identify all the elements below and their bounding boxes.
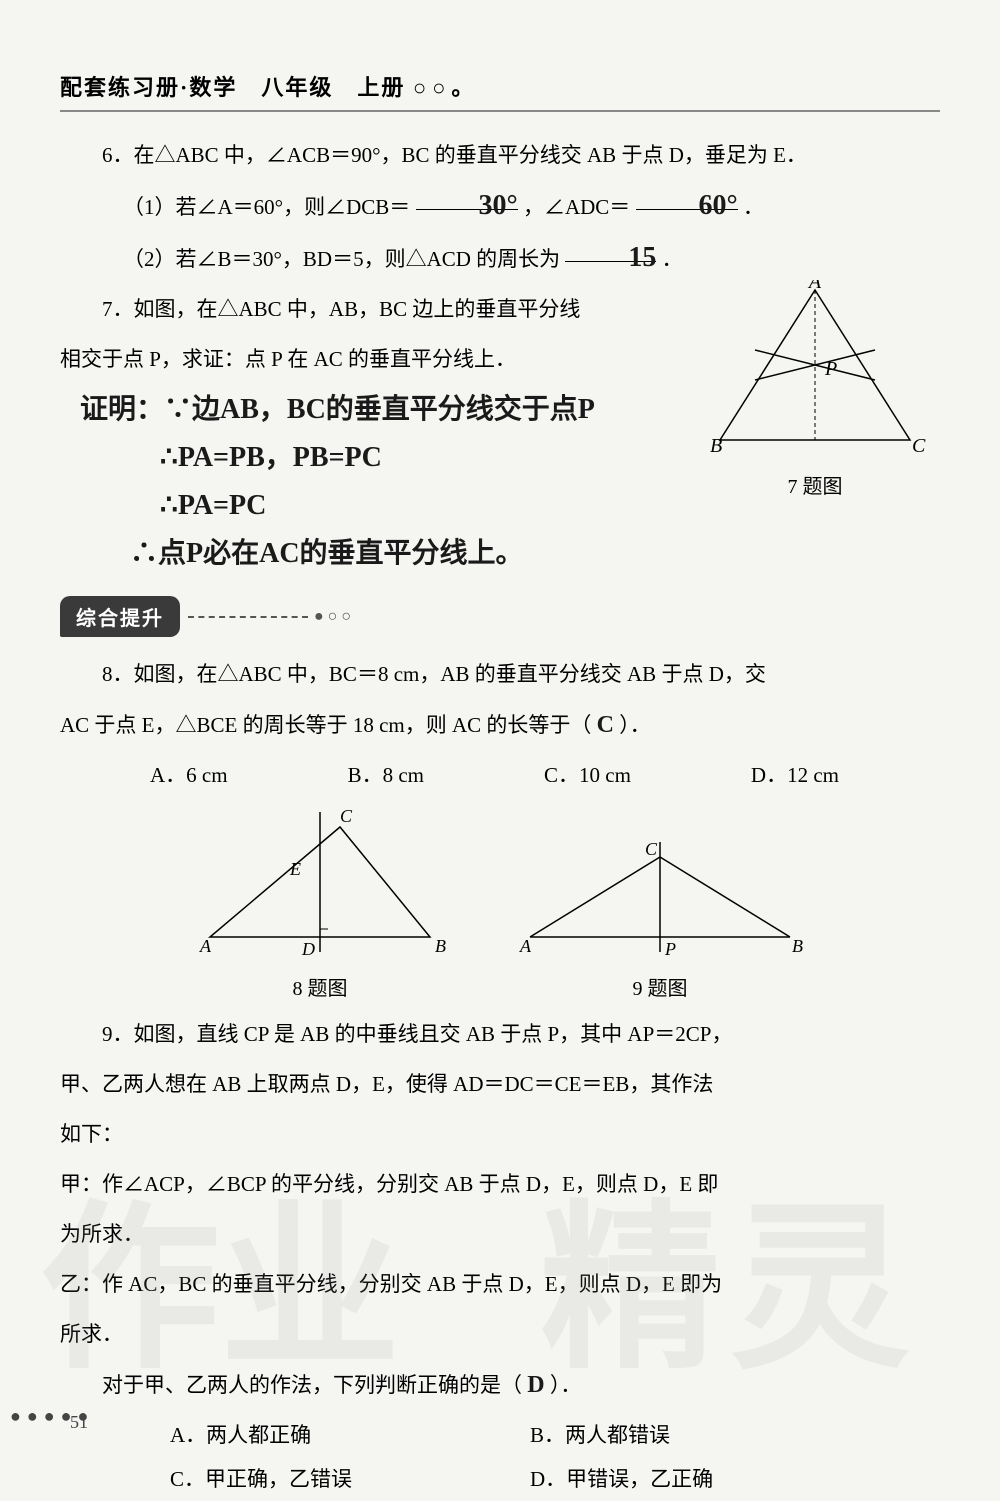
q6-part2: （2）若∠B＝30°，BD＝5，则△ACD 的周长为 15 ． xyxy=(60,234,940,282)
page-number: 51 xyxy=(70,1412,88,1433)
q9-ask-suffix: ）． xyxy=(550,1373,582,1397)
q8-optC: C．10 cm xyxy=(544,753,631,797)
svg-text:A: A xyxy=(807,280,822,293)
section-trail-dots: ●○○ xyxy=(314,608,355,626)
q9-optB: B．两人都错误 xyxy=(530,1413,890,1457)
q6-part1: （1）若∠A＝60°，则∠DCB＝ 30° ，∠ADC＝ 60° ． xyxy=(60,182,940,230)
q9-stem-l1: 9．如图，直线 CP 是 AB 的中垂线且交 AB 于点 P，其中 AP＝2CP… xyxy=(60,1011,940,1057)
q6-ans1: 30° xyxy=(416,182,518,210)
q9-options-row2: C．甲正确，乙错误 D．甲错误，乙正确 xyxy=(170,1457,940,1501)
svg-text:P: P xyxy=(824,358,837,380)
page-header: 配套练习册·数学 八年级 上册 ○○。 xyxy=(60,70,940,112)
q9-jia-l1: 甲：作∠ACP，∠BCP 的平分线，分别交 AB 于点 D，E，则点 D，E 即 xyxy=(60,1161,940,1207)
svg-text:B: B xyxy=(710,435,722,455)
fig8-caption: 8 题图 xyxy=(190,972,450,1001)
header-title: 配套练习册·数学 八年级 上册 xyxy=(60,75,405,100)
q8-stem-l2-text: AC 于点 E，△BCE 的周长等于 18 cm，则 AC 的长等于（ xyxy=(60,713,591,737)
svg-text:B: B xyxy=(435,936,446,956)
q8-answer: C xyxy=(597,712,614,738)
q6-part2-prefix: （2）若∠B＝30°，BD＝5，则△ACD 的周长为 xyxy=(123,247,560,271)
q8-q9-figures: A B C D E 8 题图 A B C P 9 题图 xyxy=(60,807,940,1001)
q6-part1-prefix: （1）若∠A＝60°，则∠DCB＝ xyxy=(123,195,410,219)
section-banner: 综合提升 ●○○ xyxy=(60,596,940,637)
q6-ans2: 60° xyxy=(636,182,738,210)
section-title: 综合提升 xyxy=(60,596,180,637)
q9-optC: C．甲正确，乙错误 xyxy=(170,1457,530,1501)
fig8-icon: A B C D E xyxy=(190,807,450,957)
fig9-block: A B C P 9 题图 xyxy=(510,807,810,1001)
q9-answer: D xyxy=(527,1372,544,1398)
q9-optA: A．两人都正确 xyxy=(170,1413,530,1457)
q7-figure: A B C P 7 题图 xyxy=(700,280,930,490)
q9-options-row1: A．两人都正确 B．两人都错误 xyxy=(170,1413,940,1457)
q7-proof-l4: ∴点P必在AC的垂直平分线上。 xyxy=(130,530,940,578)
q9-ask: 对于甲、乙两人的作法，下列判断正确的是（ D ）． xyxy=(60,1361,940,1409)
svg-text:A: A xyxy=(519,936,532,956)
q8-stem-l1: 8．如图，在△ABC 中，BC＝8 cm，AB 的垂直平分线交 AB 于点 D，… xyxy=(60,651,940,697)
q8-optB: B．8 cm xyxy=(348,753,424,797)
svg-text:P: P xyxy=(664,939,676,957)
q9-ask-text: 对于甲、乙两人的作法，下列判断正确的是（ xyxy=(102,1373,522,1397)
q8-stem-l2-suffix: ）． xyxy=(619,713,651,737)
fig8-block: A B C D E 8 题图 xyxy=(190,807,450,1001)
svg-text:D: D xyxy=(301,939,315,957)
fig9-icon: A B C P xyxy=(510,807,810,957)
q9-yi-l1: 乙：作 AC，BC 的垂直平分线，分别交 AB 于点 D，E，则点 D，E 即为 xyxy=(60,1261,940,1307)
q6-part2-suffix: ． xyxy=(662,247,683,271)
q6-stem: 6．在△ABC 中，∠ACB＝90°，BC 的垂直平分线交 AB 于点 D，垂足… xyxy=(60,132,940,178)
q6-part1-mid: ，∠ADC＝ xyxy=(523,195,630,219)
q8-options: A．6 cm B．8 cm C．10 cm D．12 cm xyxy=(150,753,940,797)
q9-optD: D．甲错误，乙正确 xyxy=(530,1457,890,1501)
svg-text:C: C xyxy=(340,807,353,826)
svg-text:C: C xyxy=(645,839,658,859)
q6-ans3: 15 xyxy=(565,234,656,262)
q8-stem-l2: AC 于点 E，△BCE 的周长等于 18 cm，则 AC 的长等于（ C ）． xyxy=(60,701,940,749)
q7-stem-l1: 7．如图，在△ABC 中，AB，BC 边上的垂直平分线 xyxy=(60,286,660,332)
q8-optD: D．12 cm xyxy=(751,753,839,797)
triangle-figure-icon: A B C P xyxy=(700,280,930,455)
q9-jia-l2: 为所求． xyxy=(60,1211,940,1257)
section-dots xyxy=(188,616,308,618)
svg-text:C: C xyxy=(912,435,926,455)
q9-stem-l2: 甲、乙两人想在 AB 上取两点 D，E，使得 AD＝DC＝CE＝EB，其作法 xyxy=(60,1061,940,1107)
svg-text:B: B xyxy=(792,936,803,956)
q9-stem-l3: 如下： xyxy=(60,1111,940,1157)
q8-optA: A．6 cm xyxy=(150,753,228,797)
svg-text:A: A xyxy=(199,936,212,956)
q6-part1-suffix: ． xyxy=(743,195,764,219)
q9-yi-l2: 所求． xyxy=(60,1311,940,1357)
header-circles: ○○。 xyxy=(413,75,480,100)
q7-caption: 7 题图 xyxy=(700,470,930,499)
fig9-caption: 9 题图 xyxy=(510,972,810,1001)
svg-text:E: E xyxy=(289,859,301,879)
